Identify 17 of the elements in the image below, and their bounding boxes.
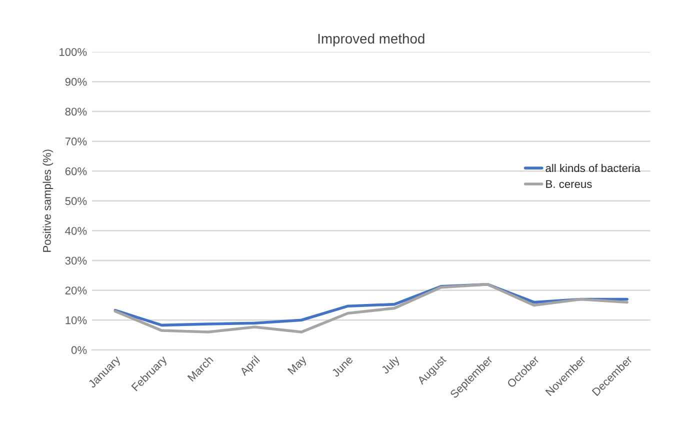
y-tick-label: 70% (65, 138, 87, 146)
x-tick-label: July (380, 354, 402, 376)
y-axis-title: Positive samples (%) (42, 150, 54, 252)
chart-title: Improved method (318, 33, 424, 46)
legend-label: B. cereus (546, 180, 592, 188)
y-tick-label: 50% (65, 197, 87, 206)
y-tick-label: 100% (60, 48, 87, 56)
y-tick-label: 80% (65, 108, 87, 116)
legend-label: all kinds of bacteria (546, 164, 640, 172)
y-tick-label: 60% (65, 167, 87, 176)
y-tick-label: 20% (65, 286, 87, 294)
y-tick-label: 0% (71, 346, 87, 354)
x-tick-label: May (287, 355, 309, 376)
y-tick-label: 10% (66, 316, 87, 324)
y-tick-label: 30% (65, 256, 87, 265)
y-tick-label: 90% (65, 78, 87, 86)
y-tick-label: 40% (65, 226, 87, 235)
